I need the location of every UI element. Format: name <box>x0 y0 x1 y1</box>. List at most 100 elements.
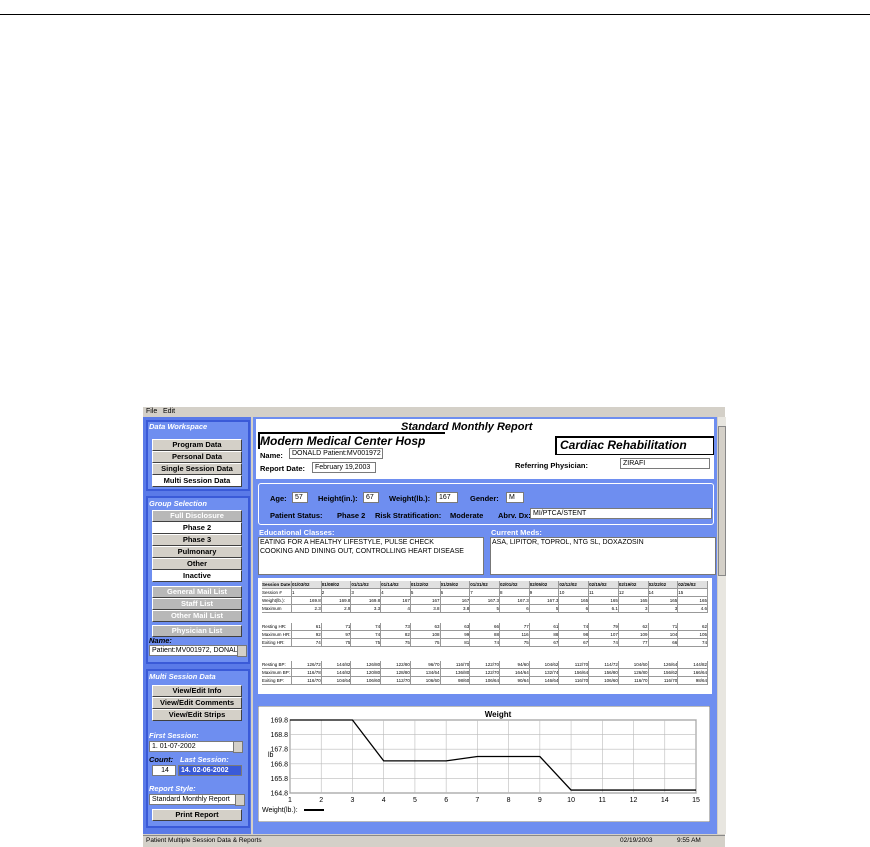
table-cell: 02/01/02 <box>500 581 530 589</box>
table-cell: 71 <box>648 623 679 631</box>
dropdown-arrow[interactable] <box>235 794 245 806</box>
table-cell: 6 <box>559 605 590 613</box>
patient-box <box>258 483 714 525</box>
table-cell: 116/70 <box>618 677 649 685</box>
table-cell: 126/64 <box>648 661 679 669</box>
program-name: Cardiac Rehabilitation <box>555 436 714 455</box>
table-cell: 62 <box>618 623 649 631</box>
table-cell: Exiting HR: <box>262 639 292 647</box>
x-tick-label: 14 <box>661 797 669 804</box>
table-cell: 61 <box>529 623 560 631</box>
menu-item[interactable]: Edit <box>163 408 176 415</box>
table-cell: 167 <box>381 597 411 605</box>
table-cell: 77 <box>500 623 530 631</box>
session-table: Session Date: 01/03/02 01/08/02 01/11/02 01/… <box>262 581 708 691</box>
button[interactable]: Program Data <box>152 439 242 451</box>
button[interactable]: Phase 2 <box>152 522 242 534</box>
x-tick-label: 11 <box>599 797 606 804</box>
table-cell: 88 <box>529 631 560 639</box>
table-cell: 75 <box>500 639 530 647</box>
table-cell: 88 <box>470 631 500 639</box>
section-title: Multi Session Data <box>149 672 216 681</box>
scrollbar[interactable] <box>718 417 726 834</box>
table-cell: 75 <box>381 639 411 647</box>
table-cell: 74 <box>589 639 619 647</box>
button[interactable]: Physician List <box>152 625 242 637</box>
risk-value: Moderate <box>450 511 484 520</box>
table-cell: 75 <box>410 639 441 647</box>
table-cell: 116/70 <box>559 677 590 685</box>
x-tick-label: 8 <box>507 797 511 804</box>
button[interactable]: Print Report <box>152 809 242 821</box>
button[interactable]: Full Disclosure <box>152 510 242 522</box>
table-cell: 15 <box>678 589 708 597</box>
table-cell: 73 <box>381 623 411 631</box>
table-cell: 165 <box>618 597 649 605</box>
table-cell: 7 <box>470 589 500 597</box>
y-tick-label: 166.8 <box>270 761 288 768</box>
table-cell: 74 <box>559 623 590 631</box>
button[interactable]: Personal Data <box>152 451 242 463</box>
table-cell: 165 <box>559 597 590 605</box>
table-cell: 116/78 <box>292 669 322 677</box>
button[interactable]: Other Mail List <box>152 610 242 622</box>
y-tick-label: 168.8 <box>270 732 288 739</box>
table-cell: 01/14/02 <box>381 581 411 589</box>
table-cell: 126/80 <box>351 661 382 669</box>
x-tick-label: 4 <box>382 797 386 804</box>
button[interactable]: Phase 3 <box>152 534 242 546</box>
table-cell: 11 <box>589 589 619 597</box>
table-cell: 98 <box>559 631 590 639</box>
name-select[interactable]: Patient:MV001972, DONALD <box>149 645 239 656</box>
report-style-select[interactable]: Standard Monthly Report <box>149 794 237 805</box>
table-cell: 4 <box>381 589 411 597</box>
dropdown-arrow[interactable] <box>237 645 247 657</box>
button[interactable]: Inactive <box>152 570 242 582</box>
label: Risk Stratification: <box>375 511 442 520</box>
table-cell: 02/19/02 <box>618 581 649 589</box>
button[interactable]: General Mail List <box>152 586 242 598</box>
menu-item[interactable]: File <box>146 408 158 415</box>
dx-field: MI/PTCA/STENT <box>530 508 712 519</box>
table-cell: 92 <box>292 631 322 639</box>
first-session-select[interactable]: 1. 01-07-2002 <box>149 741 235 752</box>
button[interactable]: View/Edit Comments <box>152 697 242 709</box>
table-cell: 97 <box>321 631 352 639</box>
table-cell: 122/70 <box>470 669 500 677</box>
x-tick-label: 1 <box>288 797 292 804</box>
table-cell: 3 <box>618 605 649 613</box>
table-cell: 5 <box>410 589 441 597</box>
chart-title: Weight <box>485 710 512 719</box>
scroll-thumb[interactable] <box>718 426 726 576</box>
table-cell: 63 <box>440 623 471 631</box>
table-cell: 122/70 <box>470 661 500 669</box>
table-cell: 165 <box>678 597 708 605</box>
label: Age: <box>270 494 287 503</box>
button[interactable]: Other <box>152 558 242 570</box>
table-cell: 166/64 <box>678 669 708 677</box>
y-tick-label: 167.8 <box>270 747 288 754</box>
button[interactable]: View/Edit Strips <box>152 709 242 721</box>
label: Last Session: <box>180 755 229 764</box>
dropdown-arrow[interactable] <box>233 741 243 753</box>
table-cell: 01/11/02 <box>351 581 382 589</box>
table-cell: 146/64 <box>529 677 560 685</box>
table-cell: 106/60 <box>410 677 441 685</box>
table-cell: 167 <box>440 597 471 605</box>
top-rule <box>0 14 870 15</box>
table-cell: Resting BP: <box>262 661 292 669</box>
status-value: Phase 2 <box>337 511 366 520</box>
button[interactable]: Single Session Data <box>152 463 242 475</box>
table-cell: 106/64 <box>470 677 500 685</box>
label: Count: <box>149 755 174 764</box>
button[interactable]: Staff List <box>152 598 242 610</box>
button[interactable]: Pulmonary <box>152 546 242 558</box>
table-cell: 169.8 <box>321 597 352 605</box>
label: Name: <box>149 636 172 645</box>
table-cell: 01/25/02 <box>440 581 471 589</box>
button[interactable]: View/Edit Info <box>152 685 242 697</box>
x-tick-label: 12 <box>630 797 638 804</box>
table-cell: 61 <box>292 623 322 631</box>
button[interactable]: Multi Session Data <box>152 475 242 487</box>
table-cell: 74 <box>292 639 322 647</box>
